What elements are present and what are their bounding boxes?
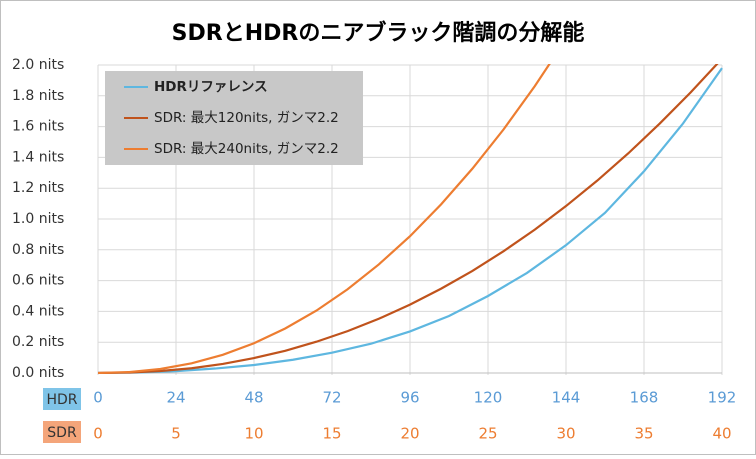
x2-tick-label: 40 [712, 425, 731, 443]
y-tick-label: 0.6 nits [12, 273, 64, 289]
x-tick-label: 72 [322, 389, 341, 407]
x-tick-label: 192 [708, 389, 737, 407]
x-tick-label: 24 [166, 389, 185, 407]
series-line [98, 64, 719, 374]
x2-tick-label: 30 [556, 425, 575, 443]
series-line [98, 67, 723, 374]
x-axis-label: HDR [46, 392, 77, 408]
y-tick-label: 0.2 nits [12, 334, 64, 350]
x-tick-label: 48 [244, 389, 263, 407]
x2-tick-label: 15 [322, 425, 341, 443]
x2-tick-label: 25 [478, 425, 497, 443]
sdr-axis-badge [43, 421, 81, 443]
legend-label: HDRリファレンス [154, 79, 268, 95]
x2-axis-label: SDR [47, 425, 77, 441]
y-tick-label: 1.8 nits [12, 88, 64, 104]
y-tick-label: 1.6 nits [12, 119, 64, 135]
x2-tick-label: 10 [244, 425, 263, 443]
x2-tick-label: 0 [93, 425, 103, 443]
y-tick-label: 1.4 nits [12, 149, 64, 165]
x-tick-label: 96 [400, 389, 419, 407]
y-tick-label: 1.0 nits [12, 211, 64, 227]
legend-label: SDR: 最大120nits, ガンマ2.2 [154, 110, 339, 126]
y-tick-label: 0.0 nits [12, 365, 64, 381]
x-tick-label: 0 [93, 389, 103, 407]
y-tick-label: 1.2 nits [12, 180, 64, 196]
x2-tick-label: 35 [634, 425, 653, 443]
y-tick-label: 0.4 nits [12, 303, 64, 319]
chart-title: SDRとHDRのニアブラック階調の分解能 [172, 20, 585, 46]
legend-label: SDR: 最大240nits, ガンマ2.2 [154, 141, 339, 157]
series-line [98, 64, 551, 374]
x2-tick-label: 20 [400, 425, 419, 443]
y-tick-label: 0.8 nits [12, 242, 64, 258]
y-tick-label: 2.0 nits [12, 57, 64, 73]
hdr-axis-badge [43, 388, 81, 410]
x-tick-label: 144 [552, 389, 581, 407]
x-tick-label: 168 [630, 389, 659, 407]
x2-tick-label: 5 [171, 425, 181, 443]
x-tick-label: 120 [474, 389, 503, 407]
